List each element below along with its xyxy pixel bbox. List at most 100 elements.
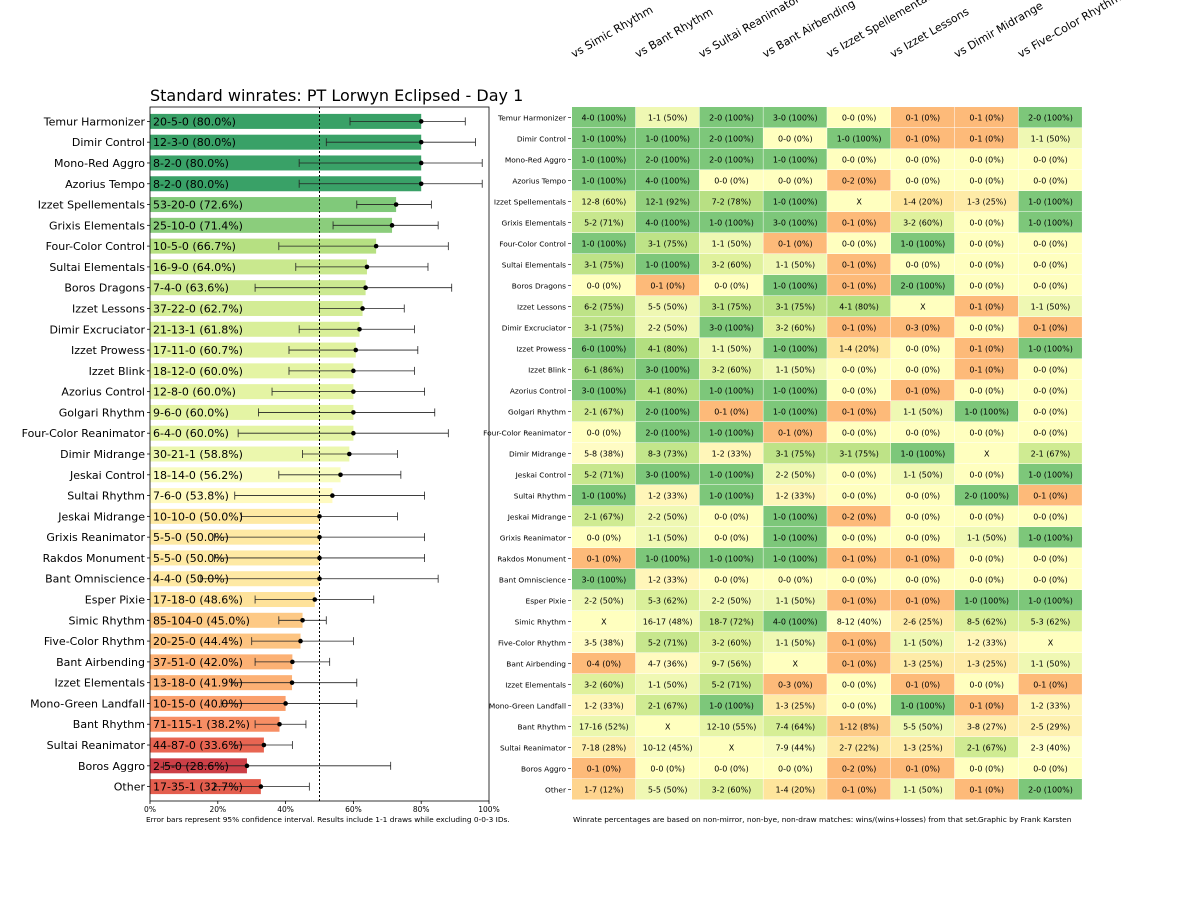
bar-data-label: 17-35-1 (32.7%): [153, 781, 243, 794]
heatmap-cell: [954, 737, 1019, 758]
heatmap-cell-label: X: [920, 303, 926, 312]
heatmap-cell-label: 1-0 (100%): [709, 702, 754, 711]
heatmap-cell-label: 1-0 (100%): [773, 156, 818, 165]
heatmap-cell-label: X: [601, 618, 607, 627]
heatmap-cell-label: 12-8 (60%): [582, 198, 627, 207]
heatmap-cell: [827, 107, 891, 128]
heatmap-cell: [763, 254, 827, 275]
winrate-bar: [150, 592, 315, 608]
heatmap-cell-label: 0-1 (0%): [906, 681, 941, 690]
row-label: Temur Harmonizer: [497, 114, 567, 123]
heatmap-cell: [827, 128, 891, 149]
heatmap-cell: [891, 674, 955, 695]
heatmap-cell-label: 0-0 (0%): [714, 177, 749, 186]
heatmap-cell-label: 0-1 (0%): [842, 408, 877, 417]
heatmap-cell-label: 0-2 (0%): [842, 765, 877, 774]
bar-data-label: 2-5-0 (28.6%): [153, 760, 229, 773]
heatmap-cell-label: 1-2 (33%): [1031, 702, 1071, 711]
heatmap-cell-label: 3-1 (75%): [839, 450, 879, 459]
heatmap-cell-label: 5-5 (50%): [648, 786, 688, 795]
heatmap-cell: [572, 149, 636, 170]
row-label: Bant Omniscience: [499, 576, 567, 585]
row-label: Bant Airbending: [506, 660, 566, 669]
heatmap-cell-label: 1-0 (100%): [773, 345, 818, 354]
winrate-bar: [150, 176, 422, 192]
heatmap-cell: [763, 653, 827, 674]
heatmap-cell: [954, 296, 1019, 317]
heatmap-cell: [699, 233, 763, 254]
heatmap-cell: [954, 149, 1019, 170]
winrate-point: [418, 181, 424, 187]
heatmap-cell-label: 7-2 (78%): [712, 198, 752, 207]
heatmap-cell: [891, 737, 955, 758]
heatmap-cell-label: 0-1 (0%): [1033, 324, 1068, 333]
heatmap-cell-label: 0-1 (0%): [969, 135, 1004, 144]
heatmap-cell-label: 0-1 (0%): [842, 660, 877, 669]
winrate-point: [347, 451, 352, 457]
heatmap-cell: [763, 149, 827, 170]
heatmap-cell: [827, 317, 891, 338]
bar-data-label: 20-25-0 (44.4%): [153, 635, 243, 648]
heatmap-cell-label: 0-0 (0%): [842, 114, 877, 123]
heatmap-cell: [954, 611, 1019, 632]
heatmap-cell-label: 0-1 (0%): [842, 324, 877, 333]
row-label: Izzet Lessons: [517, 303, 566, 312]
category-label: Izzet Blink: [89, 365, 146, 378]
winrate-point: [418, 160, 424, 166]
x-tick-label: 80%: [413, 805, 430, 814]
bar-data-label: 6-4-0 (60.0%): [153, 427, 229, 440]
heatmap-cell: [635, 380, 700, 401]
bar-data-label: 4-4-0 (50.0%): [153, 573, 229, 586]
heatmap-cell-label: 0-0 (0%): [714, 534, 749, 543]
heatmap-cell: [1018, 212, 1082, 233]
heatmap-cell-label: 2-0 (100%): [709, 156, 754, 165]
heatmap-cell: [699, 191, 763, 212]
bar-data-label: 16-9-0 (64.0%): [153, 261, 236, 274]
heatmap-cell-label: 0-0 (0%): [778, 576, 813, 585]
heatmap-cell-label: 3-2 (60%): [712, 366, 752, 375]
row-label: Simic Rhythm: [515, 618, 566, 627]
heatmap-cell: [1018, 737, 1082, 758]
heatmap-cell: [572, 317, 636, 338]
heatmap-cell-label: X: [665, 723, 671, 732]
heatmap-cell-label: 7-18 (28%): [582, 744, 627, 753]
heatmap-cell: [699, 359, 763, 380]
heatmap-cell-label: 0-0 (0%): [906, 429, 941, 438]
heatmap-cell: [954, 338, 1019, 359]
heatmap-cell-label: 1-3 (25%): [775, 702, 815, 711]
heatmap-cell: [827, 422, 891, 443]
row-label: Jeskai Control: [515, 471, 566, 480]
heatmap-cell-label: 1-2 (33%): [584, 702, 624, 711]
heatmap-cell: [1018, 758, 1082, 779]
heatmap-cell: [954, 170, 1019, 191]
heatmap-cell-label: 4-7 (36%): [648, 660, 688, 669]
heatmap-cell: [763, 296, 827, 317]
heatmap-cell-label: 1-2 (33%): [648, 492, 688, 501]
category-label: Boros Dragons: [64, 282, 145, 295]
heatmap-cell-label: 0-0 (0%): [969, 324, 1004, 333]
heatmap-cell-label: 0-0 (0%): [842, 366, 877, 375]
heatmap-cell: [699, 632, 763, 653]
x-tick-label: 60%: [345, 805, 362, 814]
bar-data-label: 8-2-0 (80.0%): [153, 157, 229, 170]
heatmap-cell: [572, 695, 636, 716]
heatmap-cell-label: 1-0 (100%): [582, 177, 627, 186]
category-label: Jeskai Midrange: [57, 510, 145, 523]
heatmap-cell-label: 1-0 (100%): [1028, 198, 1073, 207]
heatmap-cell-label: 1-0 (100%): [964, 597, 1009, 606]
heatmap-cell: [572, 128, 636, 149]
heatmap-cell: [699, 254, 763, 275]
heatmap-cell-label: 1-1 (50%): [712, 345, 752, 354]
heatmap-cell-label: 2-1 (67%): [648, 702, 688, 711]
heatmap-cell: [891, 338, 955, 359]
heatmap-cell-label: 6-2 (75%): [584, 303, 624, 312]
heatmap-cell-label: 0-2 (0%): [842, 513, 877, 522]
heatmap-cell: [572, 422, 636, 443]
heatmap-cell-label: 1-3 (25%): [903, 744, 943, 753]
heatmap-cell: [954, 674, 1019, 695]
winrate-bar: [150, 675, 293, 691]
heatmap-cell: [954, 128, 1019, 149]
heatmap-cell: [763, 275, 827, 296]
heatmap-cell-label: 2-2 (50%): [648, 513, 688, 522]
heatmap-cell-label: 1-0 (100%): [582, 240, 627, 249]
